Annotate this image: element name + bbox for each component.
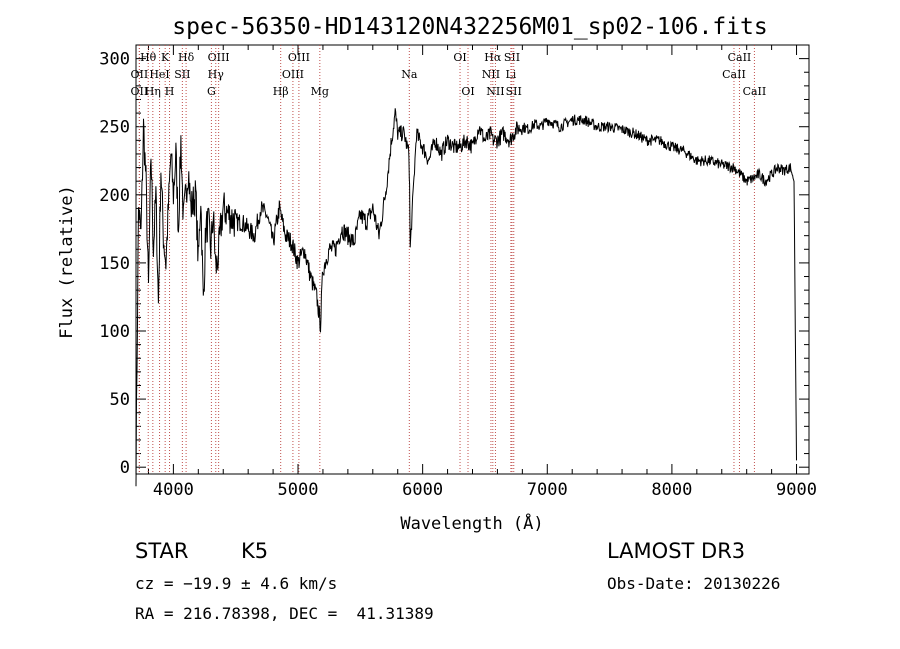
spectral-line-label: CaII [728,51,752,64]
object-class: STAR [135,539,189,563]
redshift-velocity: cz = −19.9 ± 4.6 km/s [135,574,338,593]
spectral-line-label: Hα [484,51,502,64]
spectral-line-label: CaII [722,68,746,81]
spectral-line-label: Hγ [208,68,225,81]
spectral-line-label: K [161,51,170,64]
x-tick-label: 4000 [153,480,194,500]
spectral-line-label: G [207,85,216,98]
spectral-line-label: NII [486,85,504,98]
spectral-line-label: SII [506,85,522,98]
spectral-line-label: OIII [208,51,230,64]
spectral-line-label: NII [482,68,500,81]
x-axis-label: Wavelength (Å) [400,512,543,534]
y-tick-label: 0 [120,458,130,478]
x-tick-label: 5000 [278,480,319,500]
observation-date: Obs-Date: 20130226 [607,574,781,593]
y-axis-label: Flux (relative) [57,185,77,339]
spectral-line-label: SII [504,51,520,64]
spectral-line-label: Hδ [178,51,195,64]
spectral-line-label: HeI [149,68,169,81]
spectral-line-label: CaII [743,85,767,98]
y-tick-label: 100 [99,322,130,342]
spectral-line-label: Na [401,68,418,81]
y-tick-label: 300 [99,50,130,70]
y-tick-label: 150 [99,254,130,274]
spectral-line-label: Mg [311,85,329,98]
y-tick-label: 50 [110,390,130,410]
spectral-line-label: OI [453,51,466,64]
spectral-line-label: Hη [145,85,161,98]
spectrum-line [135,108,797,487]
x-tick-label: 6000 [402,480,443,500]
spectral-line-label: OIII [282,68,304,81]
spectral-line-label: OII [131,68,149,81]
chart-title: spec-56350-HD143120N432256M01_sp02-106.f… [172,14,767,40]
spectral-line-label: OI [461,85,474,98]
subclass: K5 [241,539,269,563]
spectral-line-label: Hβ [273,85,289,98]
y-tick-label: 200 [99,186,130,206]
spectral-line-label: Hθ [140,51,157,64]
x-tick-label: 7000 [527,480,568,500]
x-tick-label: 8000 [651,480,692,500]
spectral-line-label: SII [174,68,190,81]
spectral-line-label: OII [131,85,149,98]
y-tick-label: 250 [99,118,130,138]
survey-name: LAMOST DR3 [607,539,746,563]
x-tick-label: 9000 [776,480,817,500]
plot-frame [135,44,810,475]
plot-area: 4000 5000 6000 7000 8000 9000 0 50 100 150 200 250 3… [99,44,817,500]
spectral-line-label: OIII [288,51,310,64]
spectral-line-label: Li [505,68,516,81]
spectral-line-label: H [165,85,175,98]
ra-dec: RA = 216.78398, DEC = 41.31389 [135,604,434,623]
